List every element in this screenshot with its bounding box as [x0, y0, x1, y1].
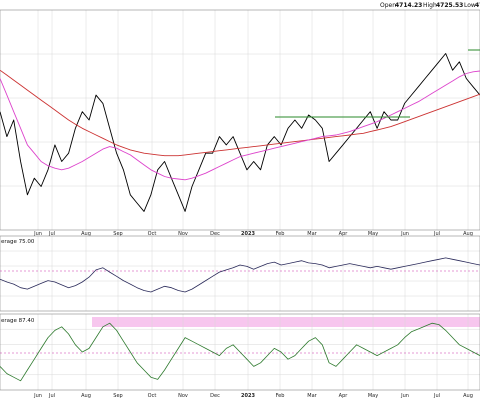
x-tick-top-14: Aug [463, 231, 473, 237]
price-series-group [0, 53, 480, 212]
x-tick-top-4: Oct [148, 231, 157, 237]
x-tick-top-1: Jul [48, 231, 55, 237]
x-tick-top-9: Mar [307, 231, 317, 237]
breadth-200-panel: erage 75.00 [0, 235, 480, 312]
x-tick-top-6: Dec [210, 231, 220, 237]
price-panel-background [0, 10, 480, 230]
x-tick-bottom-0: Jun [33, 393, 42, 399]
series-line-pct-above-200 [0, 257, 480, 293]
x-tick-top-3: Sep [113, 231, 122, 237]
x-tick-bottom-10: Apr [339, 393, 349, 399]
x-tick-bottom-14: Aug [463, 393, 473, 399]
breadth-50-label: erage 87.40 [1, 318, 35, 324]
series-line-close [0, 53, 480, 212]
x-tick-bottom-12: Jun [400, 393, 409, 399]
price-annotations [275, 49, 480, 118]
x-tick-bottom-13: Jul [433, 393, 440, 399]
x-tick-top-0: Jun [33, 231, 42, 237]
x-tick-bottom-11: May [368, 393, 378, 399]
x-tick-bottom-7: 2023 [241, 393, 255, 399]
high-value: 4725.53 [436, 2, 463, 9]
x-tick-bottom-3: Sep [113, 393, 122, 399]
x-tick-top-13: Jul [433, 231, 440, 237]
x-tick-top-8: Feb [276, 231, 285, 237]
series-line-sma-50 [0, 70, 480, 181]
high-label: High [423, 2, 437, 9]
breadth-200-label: erage 75.00 [1, 239, 35, 245]
breadth-200-series-group [0, 257, 480, 293]
x-tick-bottom-4: Oct [148, 393, 157, 399]
x-tick-top-11: May [368, 231, 378, 237]
price-gridlines [0, 10, 480, 230]
x-tick-top-10: Apr [339, 231, 349, 237]
breadth-50-series-group [0, 322, 480, 382]
breadth-50-gridlines [0, 314, 480, 390]
breadth-200-background [0, 236, 480, 311]
low-label: Low [464, 2, 476, 9]
low-value: 4704 [475, 2, 480, 9]
x-tick-bottom-5: Nov [178, 393, 188, 399]
x-tick-bottom-9: Mar [307, 393, 317, 399]
x-tick-bottom-8: Feb [276, 393, 285, 399]
x-axis-months: Jun Jul Aug Sep Oct Nov Dec 2023 Feb Mar Apr May Jun… [33, 231, 473, 237]
x-tick-top-7: 2023 [241, 231, 255, 237]
breadth-50-panel: erage 87.40 [0, 313, 480, 391]
x-axis-months-bottom: Jun Jul Aug Sep Oct Nov Dec 2023 Feb Mar Apr May Jun… [33, 393, 473, 399]
series-line-pct-above-50 [0, 322, 480, 382]
breadth-50-overbought-band [92, 317, 480, 327]
x-tick-bottom-2: Aug [81, 393, 91, 399]
series-line-sma-200 [0, 69, 480, 157]
ohlc-header: Open 4714.23 High 4725.53 Low 4704 [380, 2, 480, 9]
x-tick-top-12: Jun [400, 231, 409, 237]
breadth-50-frame [0, 313, 480, 391]
x-tick-bottom-1: Jul [48, 393, 55, 399]
breadth-200-frame [0, 235, 480, 312]
open-value: 4714.23 [395, 2, 422, 9]
x-tick-bottom-6: Dec [210, 393, 220, 399]
breadth-200-gridlines [0, 236, 480, 311]
x-tick-top-2: Aug [81, 231, 91, 237]
open-label: Open [380, 2, 396, 9]
x-tick-top-5: Nov [178, 231, 188, 237]
price-panel-frame [0, 9, 480, 231]
price-panel [0, 9, 480, 231]
